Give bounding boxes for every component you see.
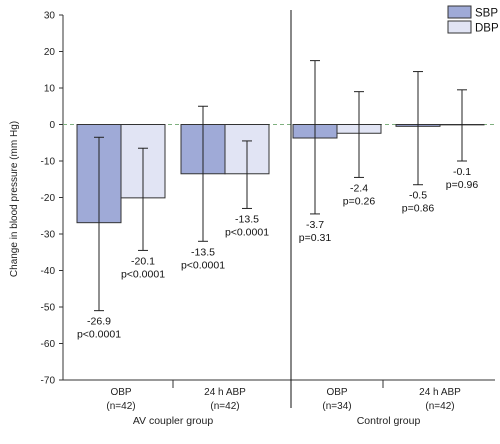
value-label: -0.1 xyxy=(453,166,471,178)
y-tick-label: -40 xyxy=(41,266,56,277)
pvalue-label: p<0.0001 xyxy=(181,259,225,271)
legend-swatch-sbp xyxy=(447,5,472,19)
value-label: -26.9 xyxy=(87,316,111,328)
y-tick-label: 20 xyxy=(44,47,56,58)
value-label: -13.5 xyxy=(235,213,259,225)
pvalue-label: p=0.96 xyxy=(446,179,479,191)
y-tick-label: -10 xyxy=(41,157,56,168)
y-tick-label: 30 xyxy=(44,11,56,22)
category-label: OBP xyxy=(326,387,347,398)
y-tick-label: 0 xyxy=(49,120,55,131)
pvalue-label: p<0.0001 xyxy=(121,268,165,280)
category-n-label: (n=42) xyxy=(210,401,239,412)
legend-swatch-dbp xyxy=(447,20,472,34)
legend-label-sbp: SBP xyxy=(475,8,498,20)
category-label: 24 h ABP xyxy=(419,387,461,398)
category-n-label: (n=34) xyxy=(322,401,351,412)
y-tick-label: -20 xyxy=(41,193,56,204)
y-tick-label: 10 xyxy=(44,84,56,95)
group-label: AV coupler group xyxy=(133,415,214,427)
value-label: -3.7 xyxy=(306,219,324,231)
y-axis-title: Change in blood pressure (mm Hg) xyxy=(9,121,20,277)
y-tick-label: -60 xyxy=(41,339,56,350)
value-label: -20.1 xyxy=(131,255,155,267)
category-label: 24 h ABP xyxy=(204,387,246,398)
category-n-label: (n=42) xyxy=(425,401,454,412)
value-label: -0.5 xyxy=(409,190,427,202)
pvalue-label: p<0.0001 xyxy=(77,329,121,341)
y-tick-label: -70 xyxy=(41,376,56,387)
pvalue-label: p=0.86 xyxy=(402,203,435,215)
pvalue-label: p<0.0001 xyxy=(225,226,269,238)
value-label: -2.4 xyxy=(350,182,368,194)
legend-label-dbp: DBP xyxy=(475,23,499,35)
group-label: Control group xyxy=(357,415,421,427)
y-tick-label: -50 xyxy=(41,303,56,314)
value-label: -13.5 xyxy=(191,246,215,258)
data-labels: -26.9p<0.0001-13.5p<0.0001-3.7p=0.31-0.5… xyxy=(77,166,478,341)
pvalue-label: p=0.31 xyxy=(299,232,332,244)
category-label: OBP xyxy=(110,387,131,398)
bars xyxy=(76,60,485,312)
axes: 30 20 10 0 -10 -20 -30 -40 -50 -60 -70 OBP (n=42) 24 … xyxy=(41,10,495,427)
pvalue-label: p=0.26 xyxy=(343,195,376,207)
category-n-label: (n=42) xyxy=(106,401,135,412)
legend: SBP DBP xyxy=(447,5,499,35)
y-tick-label: -30 xyxy=(41,230,56,241)
